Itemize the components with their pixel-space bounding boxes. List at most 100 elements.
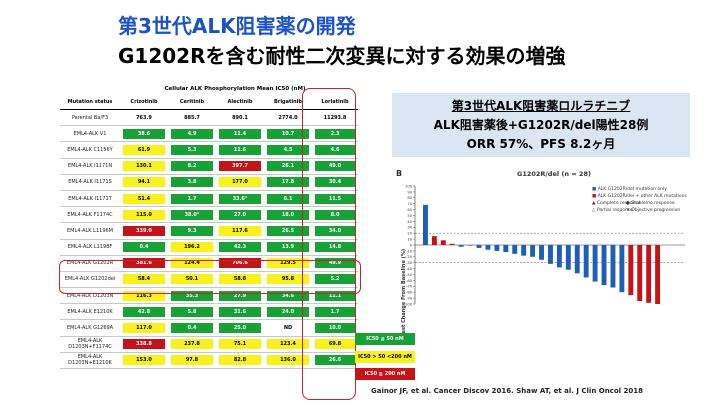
table-row: EML4-ALK G1269A 117.0 0.4 25.0 ND 10.0	[60, 319, 358, 337]
table-caption: Cellular ALK Phosphorylation Mean IC50 (…	[164, 86, 306, 92]
ic50-cell: 0.4	[168, 319, 216, 337]
mutation-cell: EML4-ALK V1	[60, 125, 120, 143]
bar	[512, 245, 518, 254]
ic50-cell: 115.0	[120, 206, 168, 224]
ic50-cell: 10.0	[312, 319, 358, 337]
ic50-cell: 5.2	[312, 271, 358, 289]
ic50-cell: 97.8	[168, 352, 216, 370]
ic50-cell: 116.3	[120, 287, 168, 305]
y-tick-label: 30	[407, 226, 412, 230]
ic50-cell: 123.4	[264, 336, 312, 353]
ic50-cell: 58.8	[216, 271, 264, 289]
ic50-cell: 94.1	[120, 174, 168, 191]
bar	[449, 243, 455, 245]
legend-only: ■ ALK G1202R/del mutation only	[592, 187, 667, 192]
bar	[583, 245, 589, 278]
column-header: Mutation status	[60, 95, 120, 110]
ic50-cell: 11.4	[216, 125, 264, 143]
bar	[440, 240, 446, 245]
bar	[485, 245, 491, 250]
bar	[539, 245, 544, 260]
y-tick-label: 90	[407, 190, 412, 194]
ic50-cell: 890.1	[216, 109, 264, 127]
bar	[646, 245, 652, 303]
info-line-1: 第3世代ALK阻害薬ロルラチニブ	[451, 99, 631, 113]
y-tick-label: 20	[407, 232, 412, 236]
ic50-cell: 49.0	[312, 158, 358, 175]
waterfall-title: G1202R/del (n = 28)	[517, 170, 591, 178]
mutation-cell: EML4-ALK G1269A	[60, 319, 120, 337]
ic50-cell: 75.1	[216, 336, 264, 353]
y-tick-label: 80	[407, 196, 412, 200]
mutation-cell: Parental Ba/F3	[60, 109, 120, 127]
page-title: 第3世代ALK阻害薬の開発	[118, 14, 356, 38]
ic50-cell: 763.9	[120, 109, 168, 127]
lorlatinib-highlight	[302, 88, 356, 400]
y-tick-label: -100	[405, 302, 413, 306]
mutation-cell: EML4-ALK L1196M	[60, 222, 120, 240]
ic50-cell: 11293.8	[312, 109, 358, 127]
mutation-cell: EML4-ALK D1203N+E1210K	[60, 352, 120, 370]
ic50-cell: 136.0	[264, 352, 312, 370]
mutation-cell: EML4-ALK D1203N+F1174C	[60, 336, 120, 353]
bar	[431, 236, 437, 245]
ic50-cell: 338.8	[120, 336, 168, 353]
ic50-cell: 61.9	[120, 141, 168, 159]
table-row: EML4-ALK V1 38.6 4.9 11.4 10.7 2.3	[60, 125, 358, 143]
column-header: Crizotinib	[120, 95, 168, 110]
table-row: EML4-ALK L1198F 0.4 196.2 42.3 13.9 14.8	[60, 239, 358, 256]
table-row: EML4-ALK E1210K 42.8 5.8 31.6 24.0 1.7	[60, 303, 358, 321]
y-tick-label: -10	[406, 249, 413, 253]
y-tick-label: 60	[407, 208, 412, 212]
bar	[592, 245, 598, 282]
mutation-cell: EML4-ALK E1210K	[60, 303, 120, 321]
ic50-cell: 10.7	[264, 125, 312, 143]
legend-red: IC50 ≧ 200 nM	[355, 368, 415, 380]
bar	[601, 245, 607, 286]
bar	[423, 204, 428, 245]
bar	[565, 245, 571, 270]
y-tick-label: -90	[406, 297, 413, 301]
citation: Gainor JF, et al. Cancer Discov 2016. Sh…	[371, 387, 643, 395]
ic50-cell: 58.4	[120, 271, 168, 289]
waterfall-chart: 100 90 80 70 60 50 40 30 20 100 -10 -20 -30 -40 -50 -60…	[405, 184, 685, 306]
ic50-cell: 129.5	[264, 255, 312, 272]
ic50-cell: 8.0	[312, 206, 358, 224]
mutation-cell: EML4-ALK I1171T	[60, 190, 120, 208]
mutation-cell: EML4-ALK I1171S	[60, 174, 120, 191]
mutation-cell: EML4-ALK G1202del	[60, 271, 120, 289]
bar	[521, 245, 527, 256]
ic50-cell: 117.6	[216, 222, 264, 240]
y-tick-label: 40	[407, 220, 412, 224]
legend-yellow: IC50 > 50 <200 nM	[355, 351, 415, 363]
ic50-table: Mutation status Crizotinib Ceritinib Alecti…	[60, 95, 358, 370]
ic50-cell: 196.2	[168, 239, 216, 256]
mutation-cell: EML4-ALK G1202R	[60, 255, 120, 272]
table-row: EML4-ALK G1202R 381.6 124.4 706.6 129.5 49.9	[60, 255, 358, 272]
ic50-cell: 124.4	[168, 255, 216, 272]
ic50-cell: 26.1	[264, 158, 312, 175]
bar	[458, 245, 464, 247]
ic50-cell: 25.0	[216, 319, 264, 337]
ic50-cell: 5.8	[168, 303, 216, 321]
ic50-cell: 49.9	[312, 255, 358, 272]
legend-progression: ✕ Objective progression	[626, 208, 681, 213]
ic50-cell: 381.6	[120, 255, 168, 272]
y-tick-label: 0	[410, 243, 413, 247]
ic50-cell: 2774.0	[264, 109, 312, 127]
y-tick-label: 50	[407, 214, 412, 218]
column-header: Lorlatinib	[312, 95, 358, 110]
info-line-3: ORR 57%、PFS 8.2ヶ月	[466, 137, 616, 151]
page-subtitle: G1202Rを含む耐性二次変異に対する効果の増強	[118, 44, 566, 68]
table-row: EML4-ALK L1196M 339.0 9.3 117.6 26.5 34.0	[60, 222, 358, 240]
bar	[637, 245, 643, 302]
ic50-cell: 18.0	[264, 206, 312, 224]
bar	[494, 245, 500, 251]
ic50-cell: 35.3	[168, 287, 216, 305]
ic50-cell: 13.9	[264, 239, 312, 256]
ic50-cell: 38.0°	[168, 206, 216, 224]
ic50-cell: 339.0	[120, 222, 168, 240]
ic50-cell: 4.9	[168, 125, 216, 143]
info-line-2: ALK阻害薬後+G1202R/del陽性28例	[433, 118, 649, 132]
ic50-cell: 33.6°	[216, 190, 264, 208]
